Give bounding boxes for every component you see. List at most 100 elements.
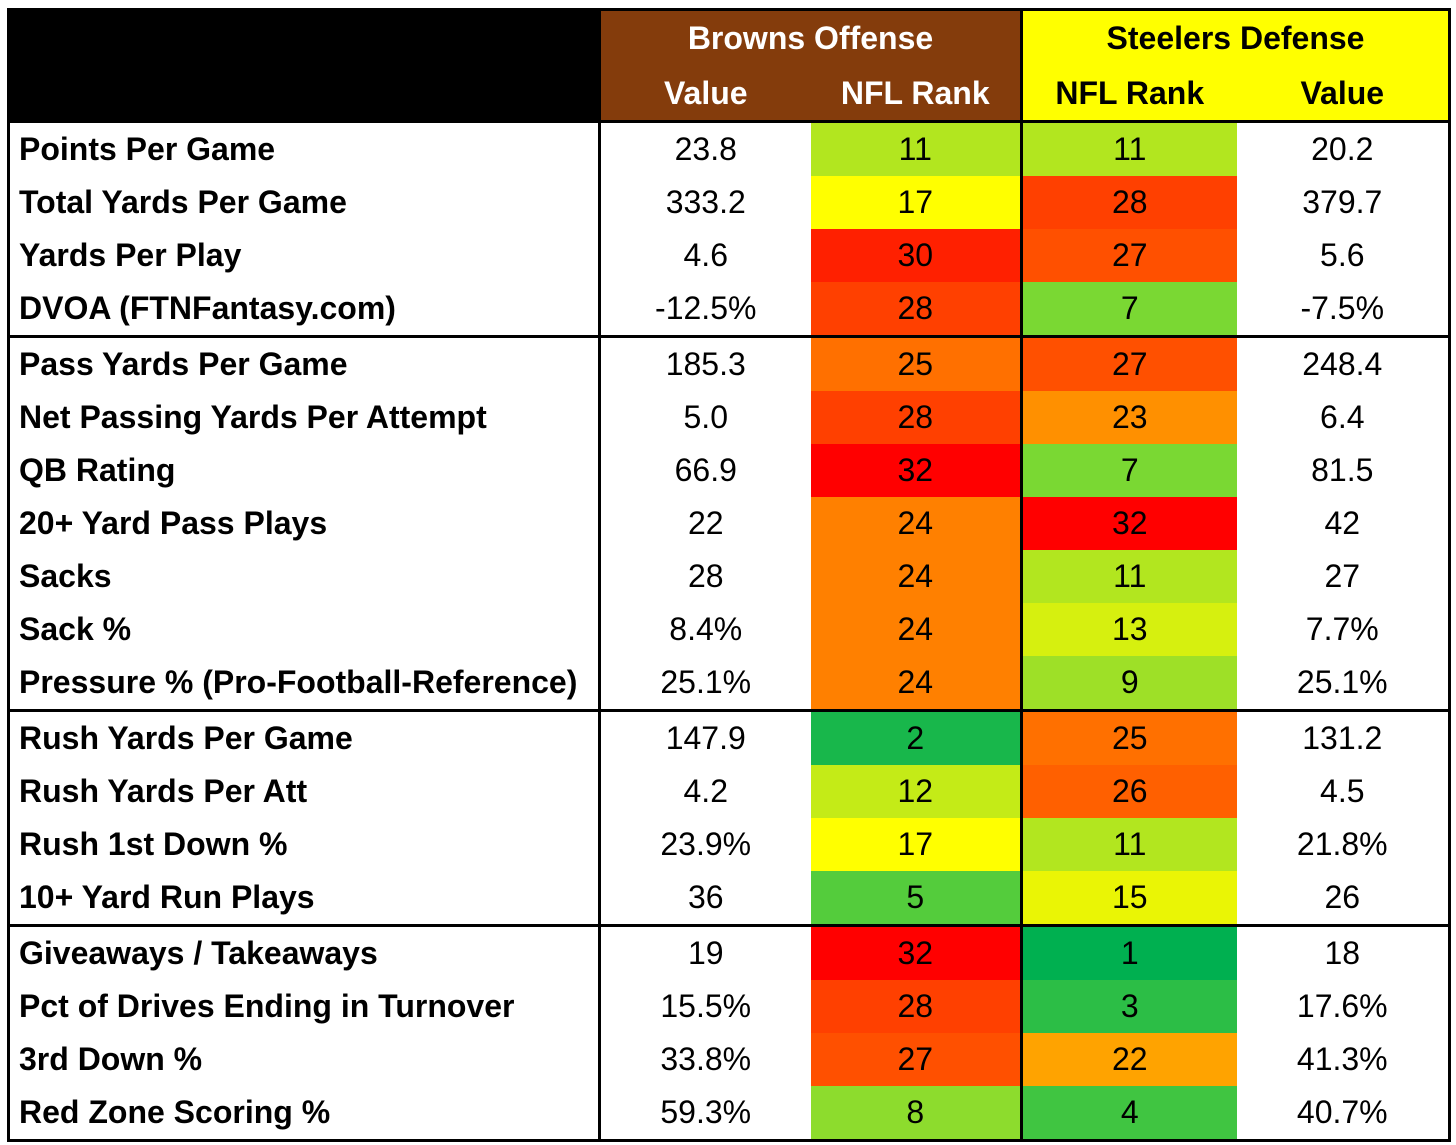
- offense-value: 5.0: [683, 399, 728, 435]
- offense-rank: 17: [810, 818, 1023, 871]
- offense-value: 333.2: [665, 184, 746, 220]
- defense-value: 41.3%: [1236, 1033, 1452, 1086]
- defense-rank: 1: [1021, 924, 1237, 980]
- offense-rank: 24: [810, 656, 1023, 711]
- defense-rank: 27: [1021, 229, 1237, 282]
- offense-rank: 25: [810, 335, 1023, 391]
- table-row: Net Passing Yards Per Attempt 5.0 28 23 6.4: [7, 391, 1452, 444]
- defense-value: 5.6: [1236, 229, 1452, 282]
- stat-label: 10+ Yard Run Plays: [7, 871, 601, 926]
- table-row: Sack % 8.4% 24 13 7.7%: [7, 603, 1452, 656]
- offense-team-header: Browns Offense: [599, 8, 1023, 66]
- table-row: Rush Yards Per Att 4.2 12 26 4.5: [7, 765, 1452, 818]
- stat-label: Pct of Drives Ending in Turnover: [7, 980, 601, 1033]
- defense-value: 42: [1236, 497, 1452, 550]
- stats-comparison-table: Browns Offense Steelers Defense Value NF…: [7, 8, 1452, 1142]
- table-row: DVOA (FTNFantasy.com) -12.5% 28 7 -7.5%: [7, 282, 1452, 337]
- defense-rank: 23: [1021, 391, 1237, 444]
- stat-label: QB Rating: [7, 444, 601, 497]
- defense-value-header: Value: [1236, 66, 1452, 122]
- stat-label: Sack %: [7, 603, 601, 656]
- header-blank-cell: [7, 8, 601, 122]
- table-row: Yards Per Play 4.6 30 27 5.6: [7, 229, 1452, 282]
- header-row-columns: Value NFL Rank NFL Rank Value: [9, 66, 1452, 122]
- defense-rank: 11: [1021, 818, 1237, 871]
- defense-rank: 13: [1021, 603, 1237, 656]
- defense-value: 7.7%: [1236, 603, 1452, 656]
- stat-label: Rush 1st Down %: [7, 818, 601, 871]
- offense-rank: 24: [810, 497, 1023, 550]
- offense-value: 22: [687, 505, 724, 541]
- offense-rank: 12: [810, 765, 1023, 818]
- stat-label: Sacks: [7, 550, 601, 603]
- defense-value: 248.4: [1236, 335, 1452, 391]
- table-row: 3rd Down % 33.8% 27 22 41.3%: [7, 1033, 1452, 1086]
- offense-value-header: Value: [599, 66, 811, 122]
- defense-rank: 11: [1021, 120, 1237, 176]
- stat-label: Yards Per Play: [7, 229, 601, 282]
- defense-rank-header: NFL Rank: [1021, 66, 1237, 122]
- offense-value: 8.4%: [669, 611, 743, 647]
- defense-rank: 26: [1021, 765, 1237, 818]
- offense-value: 185.3: [599, 335, 811, 391]
- stat-label: Pass Yards Per Game: [7, 335, 601, 391]
- offense-rank: 32: [810, 444, 1023, 497]
- defense-value: 21.8%: [1236, 818, 1452, 871]
- defense-value: 17.6%: [1236, 980, 1452, 1033]
- defense-value: 131.2: [1236, 709, 1452, 765]
- header-row-teams: Browns Offense Steelers Defense: [7, 8, 1452, 122]
- defense-rank: 27: [1021, 335, 1237, 391]
- table-row: Pct of Drives Ending in Turnover 15.5% 28 3…: [7, 980, 1452, 1033]
- defense-rank: 32: [1021, 497, 1237, 550]
- defense-value: 40.7%: [1236, 1086, 1452, 1142]
- defense-value: 27: [1236, 550, 1452, 603]
- defense-value: 25.1%: [1236, 656, 1452, 711]
- offense-value: 23.9%: [660, 826, 752, 862]
- table-row: Sacks 28 24 11 27: [7, 550, 1452, 603]
- table-row: Pass Yards Per Game 185.3 25 27 248.4: [7, 335, 1452, 391]
- defense-rank: 4: [1021, 1086, 1237, 1142]
- offense-rank: 32: [810, 924, 1023, 980]
- offense-value: 23.8: [599, 120, 811, 176]
- table-row: QB Rating 66.9 32 7 81.5: [7, 444, 1452, 497]
- defense-team-header: Steelers Defense: [1021, 8, 1452, 66]
- stat-label: Rush Yards Per Att: [7, 765, 601, 818]
- offense-rank: 8: [810, 1086, 1023, 1142]
- stat-label: 20+ Yard Pass Plays: [7, 497, 601, 550]
- defense-rank: 9: [1021, 656, 1237, 711]
- stat-label: Red Zone Scoring %: [7, 1086, 601, 1142]
- defense-rank: 7: [1021, 282, 1237, 337]
- defense-value: 18: [1236, 924, 1452, 980]
- table-row: Giveaways / Takeaways 19 32 1 18: [7, 924, 1452, 980]
- offense-value: 4.2: [683, 773, 728, 809]
- offense-rank: 28: [810, 980, 1023, 1033]
- offense-value: 66.9: [674, 452, 737, 488]
- offense-value: 19: [599, 924, 811, 980]
- offense-value: 15.5%: [660, 988, 752, 1024]
- defense-value: 81.5: [1236, 444, 1452, 497]
- defense-rank: 25: [1021, 709, 1237, 765]
- stat-label: 3rd Down %: [7, 1033, 601, 1086]
- table-row: 10+ Yard Run Plays 36 5 15 26: [7, 871, 1452, 926]
- table-row: Pressure % (Pro-Football-Reference) 25.1%…: [7, 656, 1452, 711]
- table-row: Rush 1st Down % 23.9% 17 11 21.8%: [7, 818, 1452, 871]
- defense-value: 20.2: [1236, 120, 1452, 176]
- offense-rank: 5: [810, 871, 1023, 926]
- defense-rank: 3: [1021, 980, 1237, 1033]
- offense-value: 25.1%: [660, 664, 752, 700]
- offense-rank-header: NFL Rank: [810, 66, 1023, 122]
- offense-value: 59.3%: [599, 1086, 811, 1142]
- table-row: Points Per Game 23.8 11 11 20.2: [7, 120, 1452, 176]
- stat-label: Points Per Game: [7, 120, 601, 176]
- table-row: Rush Yards Per Game 147.9 2 25 131.2: [7, 709, 1452, 765]
- offense-rank: 30: [810, 229, 1023, 282]
- table-row: Total Yards Per Game 333.2 17 28 379.7: [7, 176, 1452, 229]
- stat-label: Net Passing Yards Per Attempt: [7, 391, 601, 444]
- offense-rank: 24: [810, 550, 1023, 603]
- offense-rank: 28: [810, 391, 1023, 444]
- stat-label: Giveaways / Takeaways: [7, 924, 601, 980]
- defense-value: 6.4: [1236, 391, 1452, 444]
- offense-value: -12.5%: [655, 290, 757, 326]
- table-row: Red Zone Scoring % 59.3% 8 4 40.7%: [7, 1086, 1452, 1142]
- offense-value: 147.9: [599, 709, 811, 765]
